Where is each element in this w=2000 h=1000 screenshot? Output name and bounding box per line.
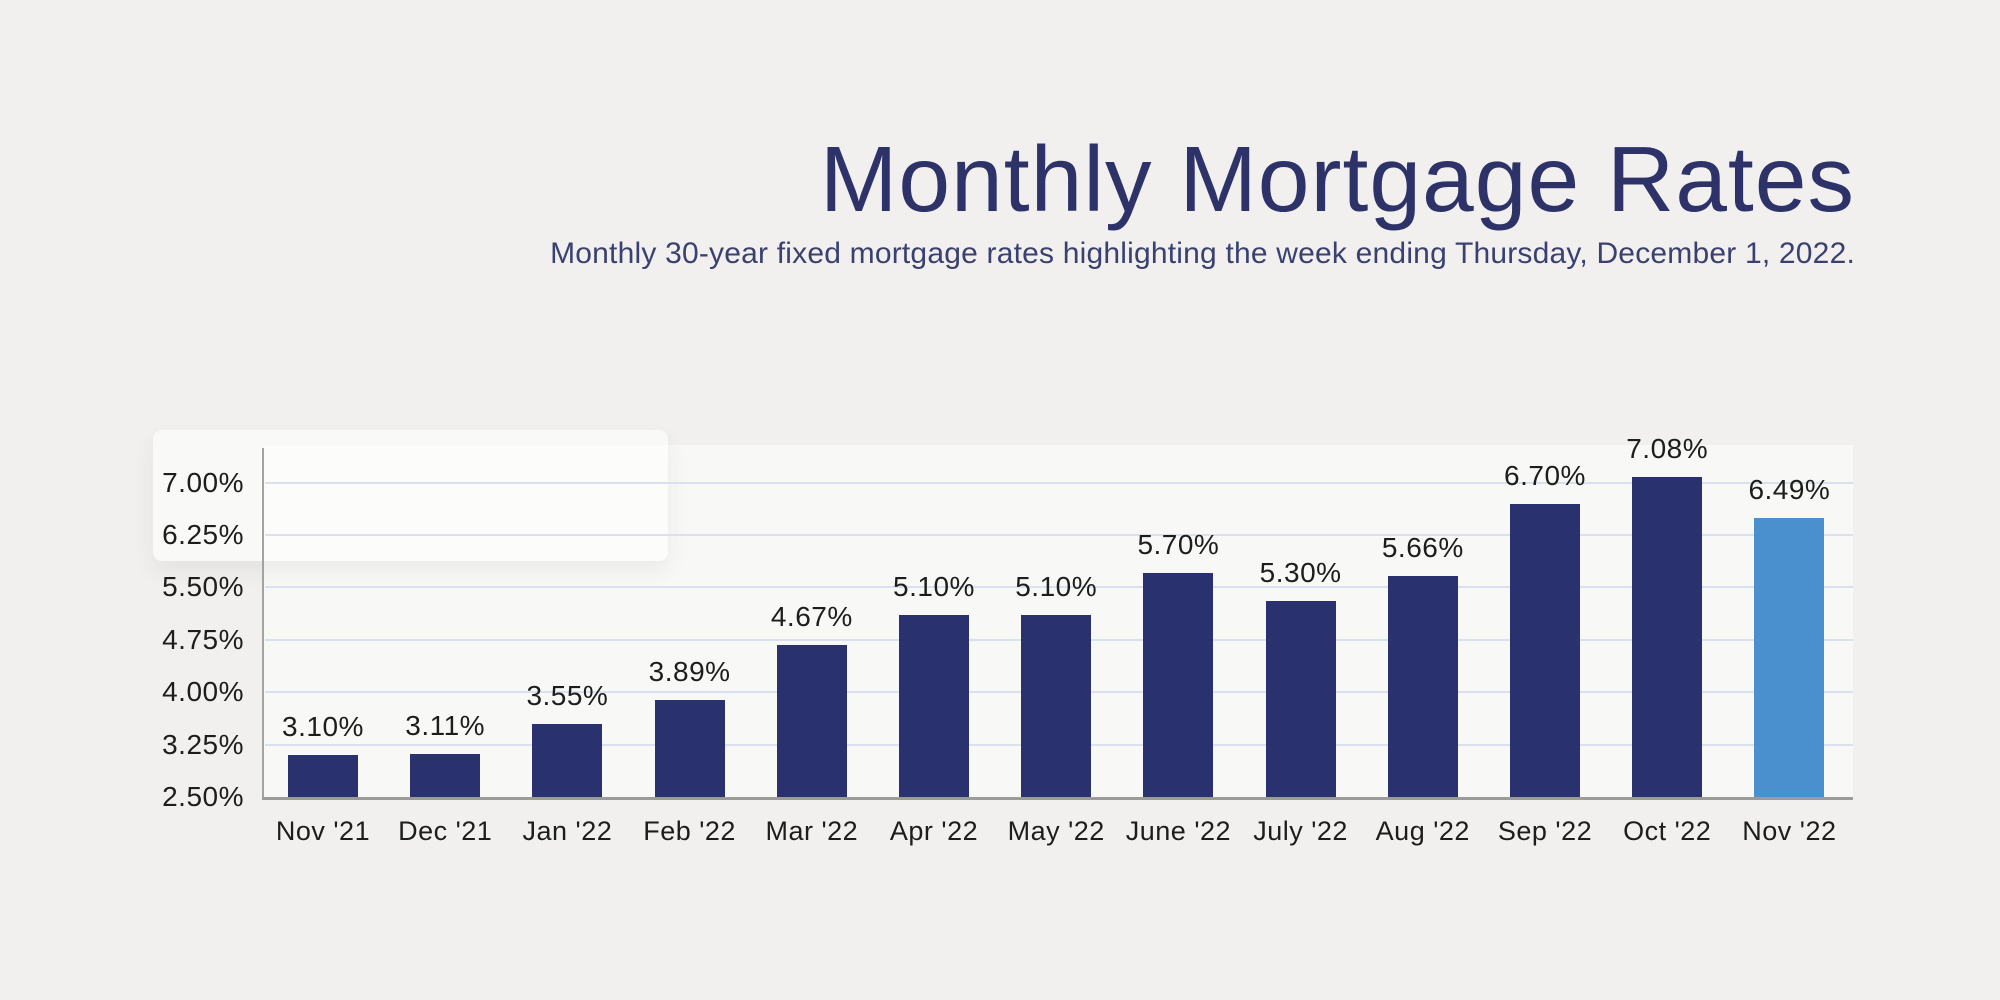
y-axis-line — [262, 448, 264, 800]
x-axis-tick-label: Apr '22 — [889, 816, 979, 846]
bar — [1387, 576, 1458, 797]
y-axis-tick-label: 5.50% — [162, 571, 244, 603]
chart-header: Monthly Mortgage Rates Monthly 30-year f… — [550, 128, 1855, 272]
x-axis-tick-label: June '22 — [1125, 816, 1232, 846]
y-axis-tick-label: 4.00% — [162, 676, 244, 708]
gridline — [265, 533, 1853, 536]
x-axis-tick-label: May '22 — [1007, 816, 1105, 846]
bar — [288, 755, 358, 797]
bar — [654, 699, 725, 797]
x-axis-tick-label: Jan '22 — [522, 816, 613, 846]
bar — [1143, 573, 1214, 797]
x-axis-tick-label: Oct '22 — [1623, 816, 1712, 846]
bar — [532, 723, 603, 797]
bar-value-label: 5.10% — [893, 571, 975, 603]
highlight-overlay — [153, 430, 668, 561]
bar — [776, 645, 847, 797]
bar-value-label: 4.67% — [770, 601, 853, 633]
x-axis-tick-label: July '22 — [1253, 816, 1348, 846]
bar-value-label: 3.89% — [648, 655, 731, 687]
bar-value-label: 7.08% — [1626, 432, 1709, 464]
bar — [1021, 615, 1092, 797]
bar-value-label: 5.30% — [1259, 557, 1342, 589]
bar-value-label: 6.70% — [1504, 459, 1586, 491]
bar-value-label: 3.10% — [282, 711, 364, 743]
bar-highlighted — [1754, 518, 1825, 797]
bar — [899, 615, 969, 797]
chart-title: Monthly Mortgage Rates — [819, 127, 1855, 231]
x-axis-tick-label: Nov '22 — [1742, 816, 1837, 846]
y-axis-tick-label: 4.75% — [162, 623, 244, 655]
bar — [1510, 503, 1580, 797]
bar-value-label: 3.11% — [405, 710, 486, 742]
bar-value-label: 5.66% — [1381, 532, 1464, 564]
y-axis-tick-label: 7.00% — [162, 466, 244, 498]
bar-value-label: 5.70% — [1137, 529, 1220, 561]
x-axis-tick-label: Nov '21 — [275, 816, 371, 846]
gridline — [265, 481, 1853, 484]
bar — [1265, 601, 1336, 797]
bar — [410, 754, 481, 797]
x-axis-tick-label: Mar '22 — [765, 816, 859, 846]
y-axis-tick-label: 3.25% — [162, 728, 244, 760]
bar-value-label: 6.49% — [1748, 474, 1831, 506]
x-axis-tick-label: Sep '22 — [1497, 816, 1593, 846]
x-axis-line — [262, 797, 1853, 800]
x-axis-tick-label: Aug '22 — [1375, 816, 1470, 846]
bar-value-label: 5.10% — [1015, 571, 1098, 603]
x-axis-tick-label: Dec '21 — [398, 816, 493, 846]
y-axis-tick-label: 6.25% — [162, 518, 244, 550]
x-axis-tick-label: Feb '22 — [643, 816, 736, 846]
bar-value-label: 3.55% — [526, 679, 609, 711]
gridline — [265, 586, 1853, 589]
y-axis-tick-label: 2.50% — [162, 781, 244, 812]
chart-subtitle: Monthly 30-year fixed mortgage rates hig… — [550, 237, 1855, 271]
bar — [1632, 476, 1703, 797]
